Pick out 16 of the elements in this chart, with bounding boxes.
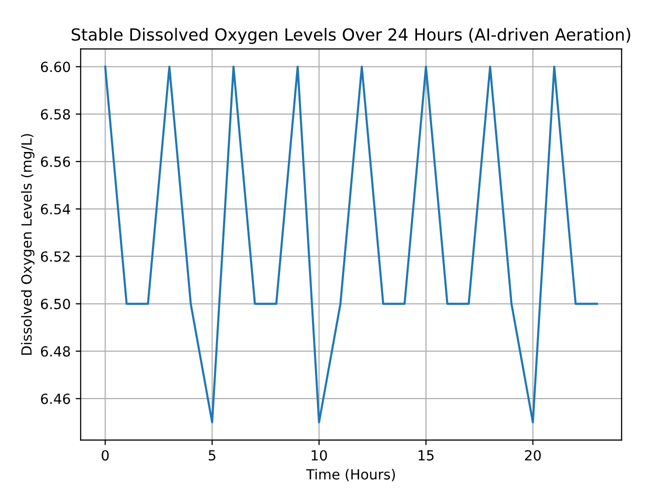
- x-tick-label: 10: [312, 450, 327, 461]
- x-tick-label: 20: [525, 450, 541, 461]
- y-tick-label: 6.52: [40, 251, 70, 262]
- y-tick-label: 6.50: [40, 298, 70, 310]
- y-tick-label: 6.46: [40, 394, 70, 404]
- y-tick-label: 6.56: [40, 156, 70, 167]
- y-tick-label: 6.54: [40, 204, 70, 214]
- x-tick-label: 15: [418, 450, 434, 461]
- chart-title: Stable Dissolved Oxygen Levels Over 24 Hours (AI-driven Aeration): [72, 28, 630, 44]
- x-tick-label: 5: [208, 450, 216, 461]
- x-tick-label: 0: [102, 450, 109, 461]
- y-tick-label: 6.58: [40, 109, 70, 120]
- x-axis-title: Time (Hours): [306, 468, 395, 482]
- y-tick-label: 6.60: [40, 62, 70, 72]
- y-axis-title: Dissolved Oxygen Levels (mg/L): [20, 134, 34, 355]
- y-tick-label: 6.48: [40, 346, 70, 357]
